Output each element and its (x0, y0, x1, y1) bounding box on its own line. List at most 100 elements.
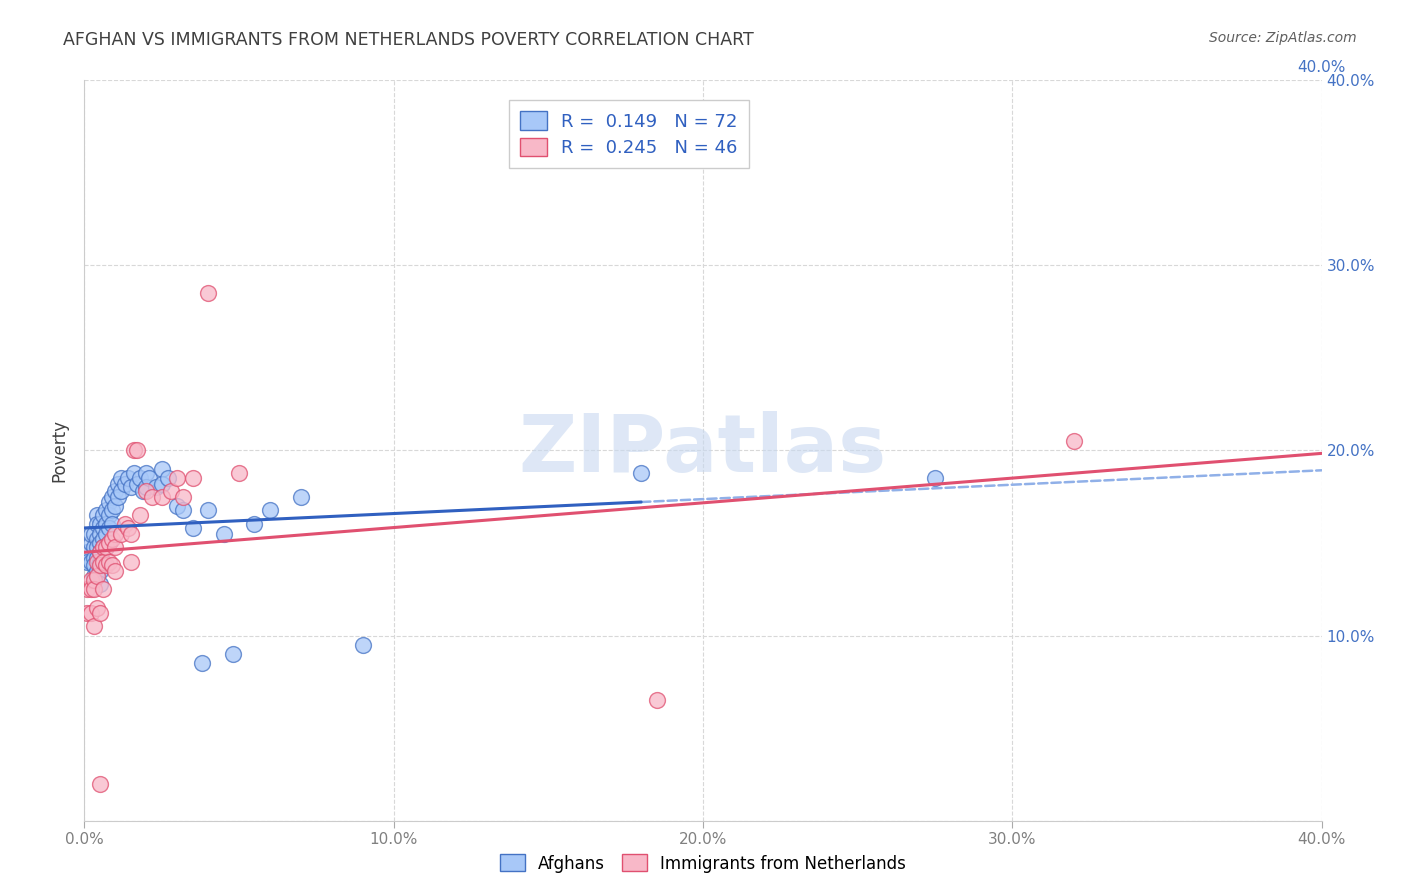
Point (228, 466, 250, 480)
Point (76, 545, 98, 559)
Point (104, 564, 127, 578)
Point (125, 476, 148, 491)
Point (104, 526, 127, 541)
Point (924, 471, 946, 485)
Legend: Afghans, Immigrants from Netherlands: Afghans, Immigrants from Netherlands (494, 847, 912, 880)
Point (120, 554, 142, 569)
Point (89, 545, 111, 559)
Point (104, 499, 127, 513)
Y-axis label: Poverty: Poverty (51, 419, 69, 482)
Point (98, 495, 121, 509)
Point (83, 582, 105, 597)
Point (197, 502, 219, 516)
Text: AFGHAN VS IMMIGRANTS FROM NETHERLANDS POVERTY CORRELATION CHART: AFGHAN VS IMMIGRANTS FROM NETHERLANDS PO… (63, 31, 754, 49)
Point (89, 564, 111, 578)
Point (98, 536, 121, 550)
Point (83, 569, 105, 583)
Point (243, 517, 266, 532)
Point (86, 600, 108, 615)
Point (91, 582, 114, 597)
Point (89, 607, 111, 621)
Legend: R =  0.149   N = 72, R =  0.245   N = 46: R = 0.149 N = 72, R = 0.245 N = 46 (509, 101, 748, 168)
Point (117, 471, 139, 485)
Point (117, 521, 139, 535)
Point (79, 573, 101, 587)
Point (104, 484, 127, 499)
Point (129, 508, 152, 523)
Point (122, 466, 145, 480)
Point (290, 490, 312, 504)
Point (114, 476, 136, 491)
Point (110, 526, 132, 541)
Point (166, 471, 188, 485)
Point (89, 545, 111, 559)
Point (120, 481, 142, 495)
Point (259, 502, 281, 516)
Point (89, 536, 111, 550)
Point (172, 502, 194, 516)
Point (79, 607, 101, 621)
Point (110, 471, 132, 485)
Text: ZIPatlas: ZIPatlas (519, 411, 887, 490)
Point (89, 776, 111, 791)
Point (94, 540, 117, 554)
Point (83, 619, 105, 633)
Point (129, 471, 152, 485)
Point (79, 536, 101, 550)
Point (150, 476, 173, 491)
Point (83, 526, 105, 541)
Point (135, 481, 157, 495)
Point (101, 517, 124, 532)
Point (101, 558, 124, 573)
Point (197, 286, 219, 301)
Point (212, 526, 235, 541)
Point (145, 481, 167, 495)
Point (150, 490, 173, 504)
Point (86, 540, 108, 554)
Point (83, 558, 105, 573)
Point (89, 526, 111, 541)
Point (91, 554, 114, 569)
Point (83, 573, 105, 587)
Point (94, 540, 117, 554)
Point (120, 526, 142, 541)
Point (91, 521, 114, 535)
Point (107, 476, 129, 491)
Point (86, 564, 108, 578)
Point (181, 471, 204, 485)
Point (166, 499, 188, 513)
Point (101, 533, 124, 547)
Point (132, 484, 155, 499)
Point (76, 554, 98, 569)
Point (79, 554, 101, 569)
Point (160, 484, 183, 499)
Point (101, 490, 124, 504)
Point (156, 471, 179, 485)
Point (94, 558, 117, 573)
Point (89, 554, 111, 569)
Point (98, 554, 121, 569)
Point (222, 647, 245, 661)
Point (630, 466, 652, 480)
Point (94, 517, 117, 532)
Point (101, 502, 124, 516)
Point (79, 526, 101, 541)
Point (76, 582, 98, 597)
Point (125, 443, 148, 458)
Point (135, 466, 157, 480)
Point (91, 540, 114, 554)
Point (89, 517, 111, 532)
Point (91, 533, 114, 547)
Point (141, 490, 163, 504)
Point (94, 502, 117, 516)
Text: Source: ZipAtlas.com: Source: ZipAtlas.com (1209, 31, 1357, 45)
Point (98, 536, 121, 550)
Point (83, 550, 105, 565)
Point (110, 484, 132, 499)
Point (94, 526, 117, 541)
Point (91, 554, 114, 569)
Point (107, 490, 129, 504)
Point (191, 657, 214, 671)
Point (79, 582, 101, 597)
Point (76, 607, 98, 621)
